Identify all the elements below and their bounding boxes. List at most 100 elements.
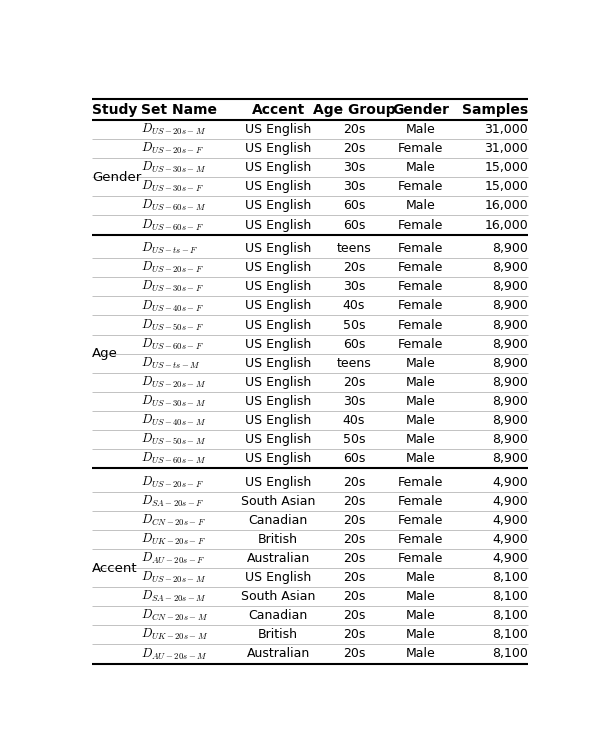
- Text: 8,900: 8,900: [493, 338, 528, 351]
- Text: 60s: 60s: [343, 219, 365, 231]
- Text: Male: Male: [406, 395, 435, 408]
- Text: 30s: 30s: [343, 280, 365, 293]
- Text: 20s: 20s: [343, 476, 365, 489]
- Text: Set Name: Set Name: [140, 103, 217, 117]
- Text: US English: US English: [245, 242, 311, 256]
- Text: 20s: 20s: [343, 495, 365, 508]
- Text: Male: Male: [406, 590, 435, 603]
- Text: Female: Female: [398, 180, 443, 193]
- Text: 8,100: 8,100: [493, 628, 528, 642]
- Text: 8,900: 8,900: [493, 318, 528, 332]
- Text: Canadian: Canadian: [249, 514, 308, 527]
- Text: Accent: Accent: [252, 103, 305, 117]
- Text: Male: Male: [406, 123, 435, 136]
- Text: $D_{US-60s-M}$: $D_{US-60s-M}$: [140, 451, 206, 466]
- Text: US English: US English: [245, 572, 311, 584]
- Text: Female: Female: [398, 476, 443, 489]
- Text: 4,900: 4,900: [493, 495, 528, 508]
- Text: US English: US English: [245, 452, 311, 465]
- Text: 8,900: 8,900: [493, 299, 528, 312]
- Text: 60s: 60s: [343, 452, 365, 465]
- Text: 4,900: 4,900: [493, 552, 528, 565]
- Text: $D_{US-20s-M}$: $D_{US-20s-M}$: [140, 570, 206, 585]
- Text: $D_{US-20s-M}$: $D_{US-20s-M}$: [140, 122, 206, 137]
- Text: US English: US English: [245, 433, 311, 446]
- Text: $D_{US-20s-F}$: $D_{US-20s-F}$: [140, 141, 203, 156]
- Text: Canadian: Canadian: [249, 609, 308, 622]
- Text: US English: US English: [245, 180, 311, 193]
- Text: US English: US English: [245, 143, 311, 155]
- Text: US English: US English: [245, 395, 311, 408]
- Text: 4,900: 4,900: [493, 476, 528, 489]
- Text: US English: US English: [245, 357, 311, 369]
- Text: 8,900: 8,900: [493, 433, 528, 446]
- Text: $D_{US-40s-F}$: $D_{US-40s-F}$: [140, 299, 203, 314]
- Text: US English: US English: [245, 375, 311, 389]
- Text: $D_{US-ts-F}$: $D_{US-ts-F}$: [140, 241, 198, 256]
- Text: $D_{US-20s-F}$: $D_{US-20s-F}$: [140, 260, 203, 275]
- Text: $D_{SA-20s-F}$: $D_{SA-20s-F}$: [140, 494, 204, 509]
- Text: $D_{US-60s-M}$: $D_{US-60s-M}$: [140, 198, 206, 213]
- Text: Accent: Accent: [92, 562, 138, 575]
- Text: Male: Male: [406, 375, 435, 389]
- Text: US English: US English: [245, 414, 311, 427]
- Text: US English: US English: [245, 299, 311, 312]
- Text: US English: US English: [245, 123, 311, 136]
- Text: $D_{US-30s-F}$: $D_{US-30s-F}$: [140, 279, 203, 295]
- Text: 8,900: 8,900: [493, 280, 528, 293]
- Text: 20s: 20s: [343, 143, 365, 155]
- Text: 20s: 20s: [343, 590, 365, 603]
- Text: 20s: 20s: [343, 514, 365, 527]
- Text: 31,000: 31,000: [484, 143, 528, 155]
- Text: 60s: 60s: [343, 199, 365, 213]
- Text: 20s: 20s: [343, 262, 365, 274]
- Text: 8,100: 8,100: [493, 609, 528, 622]
- Text: 30s: 30s: [343, 161, 365, 174]
- Text: Female: Female: [398, 318, 443, 332]
- Text: 8,100: 8,100: [493, 572, 528, 584]
- Text: 4,900: 4,900: [493, 514, 528, 527]
- Text: Female: Female: [398, 338, 443, 351]
- Text: 31,000: 31,000: [484, 123, 528, 136]
- Text: Female: Female: [398, 495, 443, 508]
- Text: 4,900: 4,900: [493, 533, 528, 546]
- Text: Age: Age: [92, 347, 118, 360]
- Text: $D_{US-ts-M}$: $D_{US-ts-M}$: [140, 356, 200, 371]
- Text: US English: US English: [245, 219, 311, 231]
- Text: Female: Female: [398, 514, 443, 527]
- Text: 30s: 30s: [343, 180, 365, 193]
- Text: 20s: 20s: [343, 375, 365, 389]
- Text: 20s: 20s: [343, 572, 365, 584]
- Text: US English: US English: [245, 262, 311, 274]
- Text: 40s: 40s: [343, 414, 365, 427]
- Text: $D_{US-20s-M}$: $D_{US-20s-M}$: [140, 375, 206, 390]
- Text: 20s: 20s: [343, 552, 365, 565]
- Text: South Asian: South Asian: [241, 590, 316, 603]
- Text: Male: Male: [406, 609, 435, 622]
- Text: 50s: 50s: [343, 433, 365, 446]
- Text: 8,900: 8,900: [493, 414, 528, 427]
- Text: 8,900: 8,900: [493, 452, 528, 465]
- Text: 30s: 30s: [343, 395, 365, 408]
- Text: $D_{US-60s-F}$: $D_{US-60s-F}$: [140, 336, 203, 351]
- Text: Female: Female: [398, 242, 443, 256]
- Text: Male: Male: [406, 357, 435, 369]
- Text: Australian: Australian: [246, 648, 310, 661]
- Text: British: British: [258, 533, 298, 546]
- Text: Female: Female: [398, 299, 443, 312]
- Text: Female: Female: [398, 552, 443, 565]
- Text: Female: Female: [398, 262, 443, 274]
- Text: 15,000: 15,000: [484, 161, 528, 174]
- Text: $D_{US-50s-M}$: $D_{US-50s-M}$: [140, 432, 206, 447]
- Text: Samples: Samples: [462, 103, 528, 117]
- Text: 20s: 20s: [343, 123, 365, 136]
- Text: US English: US English: [245, 161, 311, 174]
- Text: US English: US English: [245, 280, 311, 293]
- Text: 20s: 20s: [343, 648, 365, 661]
- Text: Australian: Australian: [246, 552, 310, 565]
- Text: South Asian: South Asian: [241, 495, 316, 508]
- Text: $D_{US-60s-F}$: $D_{US-60s-F}$: [140, 217, 203, 232]
- Text: Female: Female: [398, 219, 443, 231]
- Text: $D_{CN-20s-F}$: $D_{CN-20s-F}$: [140, 513, 205, 528]
- Text: 16,000: 16,000: [484, 199, 528, 213]
